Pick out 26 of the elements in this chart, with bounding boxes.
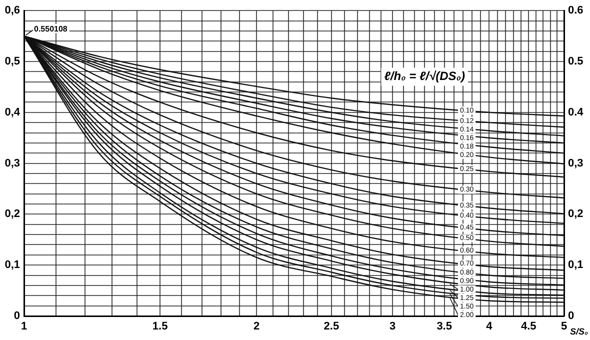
legend-title: ℓ/h₀ = ℓ/√(DS₀) <box>384 69 465 84</box>
x-axis-title: S/S₀ <box>570 326 589 336</box>
y-tick-label: 0,3 <box>4 157 20 170</box>
y-tick-label: 0 <box>14 310 20 322</box>
y2-tick-label: 0.5 <box>568 56 584 68</box>
x-tick-label: 1 <box>20 320 28 333</box>
x-tick-label: 3 <box>390 320 396 333</box>
x-tick-label: 1.5 <box>152 320 168 333</box>
x-tick-label: 2 <box>254 320 260 333</box>
y2-tick-label: 0,2 <box>568 208 584 220</box>
y-tick-label: 0,1 <box>4 259 20 272</box>
y-tick-label: 0,6 <box>4 4 20 17</box>
annotation: 0.550108 <box>34 24 68 34</box>
y-tick-label: 0,4 <box>4 106 21 118</box>
y2-tick-label: 0,1 <box>568 259 584 272</box>
y-tick-label: 0,5 <box>4 56 20 68</box>
x-tick-label: 3.5 <box>436 320 452 333</box>
y2-tick-label: 0 <box>568 310 574 322</box>
y2-tick-label: 0,3 <box>568 157 584 170</box>
x-tick-label: 4 <box>486 320 494 333</box>
y-tick-label: 0,2 <box>4 208 20 220</box>
x-tick-label: 5 <box>560 320 568 333</box>
y2-tick-label: 0.4 <box>568 106 584 118</box>
x-tick-label: 4.5 <box>521 320 536 333</box>
x-tick-label: 2.5 <box>324 320 340 333</box>
y2-tick-label: 0.6 <box>568 4 584 17</box>
